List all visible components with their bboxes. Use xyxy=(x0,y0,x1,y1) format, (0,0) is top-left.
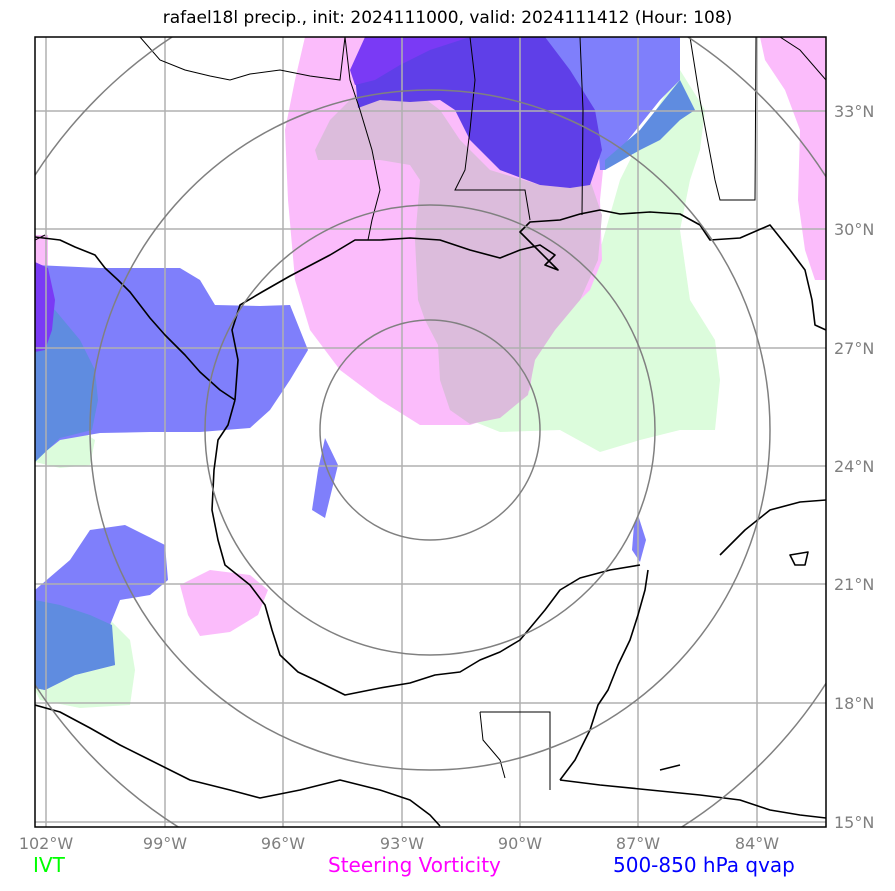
y-tick-labels: 33°N 30°N 27°N 24°N 21°N 18°N 15°N xyxy=(834,102,874,832)
legend-qvap: 500-850 hPa qvap xyxy=(613,853,795,877)
y-tick-label: 15°N xyxy=(834,813,874,832)
map-title: rafael18l precip., init: 2024111000, val… xyxy=(162,8,733,28)
x-tick-label: 93°W xyxy=(380,834,424,853)
legend-steering-vorticity: Steering Vorticity xyxy=(328,853,501,877)
y-tick-label: 18°N xyxy=(834,694,874,713)
x-tick-label: 90°W xyxy=(498,834,542,853)
lat-lon-grid xyxy=(35,37,826,827)
y-tick-label: 24°N xyxy=(834,457,874,476)
y-tick-label: 33°N xyxy=(834,102,874,121)
borders xyxy=(35,37,826,790)
qvap-field xyxy=(35,37,695,690)
x-tick-label: 99°W xyxy=(143,834,187,853)
x-tick-labels: 102°W 99°W 96°W 93°W 90°W 87°W 84°W xyxy=(19,834,779,853)
x-tick-label: 102°W xyxy=(19,834,74,853)
y-tick-label: 30°N xyxy=(834,220,874,239)
x-tick-label: 87°W xyxy=(616,834,660,853)
map-frame xyxy=(34,36,827,828)
y-tick-label: 21°N xyxy=(834,575,874,594)
overlap-field xyxy=(315,90,602,424)
x-tick-label: 96°W xyxy=(261,834,305,853)
coastlines xyxy=(35,209,826,827)
legend-ivt: IVT xyxy=(33,853,65,877)
y-tick-label: 27°N xyxy=(834,339,874,358)
x-tick-label: 84°W xyxy=(735,834,779,853)
